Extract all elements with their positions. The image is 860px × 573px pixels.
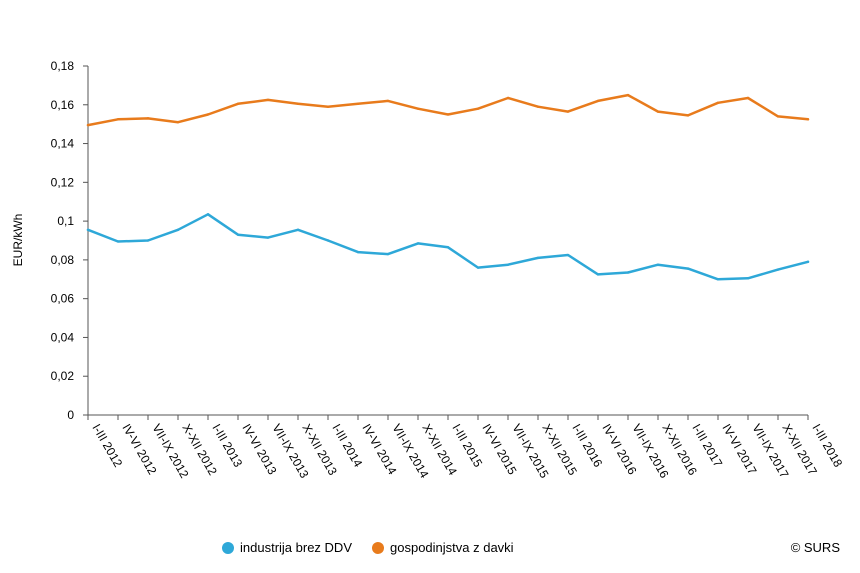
data-point-series-2: [146, 117, 150, 120]
data-point-series-1: [446, 246, 450, 249]
data-point-series-1: [686, 267, 690, 270]
legend-label-industrija: industrija brez DDV: [240, 540, 352, 555]
legend-swatch-gospodinjstva: [372, 541, 384, 554]
y-tick-label: 0,08: [51, 253, 75, 267]
data-point-series-1: [86, 228, 90, 232]
data-point-series-1: [266, 236, 270, 239]
data-point-series-2: [86, 123, 90, 127]
y-tick-label: 0,14: [51, 137, 75, 151]
data-point-series-2: [686, 114, 690, 117]
data-point-series-1: [566, 253, 570, 257]
legend-swatch-industrija: [222, 541, 234, 554]
legend: industrija brez DDV gospodinjstva z davk…: [222, 540, 534, 555]
data-point-series-1: [776, 268, 780, 271]
data-point-series-1: [536, 256, 540, 260]
data-point-series-1: [416, 242, 420, 245]
y-tick-label: 0,06: [51, 292, 75, 306]
y-tick-label: 0,04: [51, 330, 75, 344]
data-point-series-2: [326, 105, 330, 108]
data-point-series-1: [296, 228, 300, 232]
series-line-2: [86, 93, 810, 127]
data-point-series-1: [476, 266, 480, 269]
data-point-series-1: [746, 277, 750, 280]
series-layer: [86, 93, 810, 281]
y-tick-label: 0: [67, 408, 74, 422]
data-point-series-2: [596, 99, 600, 103]
data-point-series-1: [356, 250, 360, 254]
y-tick-label: 0,16: [51, 98, 75, 112]
data-point-series-1: [146, 239, 150, 242]
data-point-series-2: [716, 101, 720, 105]
data-point-series-2: [356, 102, 360, 106]
data-point-series-2: [296, 102, 300, 106]
copyright-label: © SURS: [790, 540, 840, 555]
data-point-series-1: [116, 240, 120, 243]
data-point-series-1: [206, 213, 210, 216]
y-tick-label: 0,18: [51, 59, 75, 73]
data-point-series-2: [116, 118, 120, 121]
data-point-series-2: [566, 110, 570, 113]
legend-item-industrija: industrija brez DDV: [222, 540, 352, 555]
data-point-series-2: [236, 102, 240, 106]
data-point-series-1: [716, 278, 720, 281]
data-point-series-2: [656, 110, 660, 113]
data-point-series-1: [626, 271, 630, 274]
data-point-series-2: [416, 107, 420, 110]
data-point-series-1: [596, 273, 600, 276]
data-point-series-2: [626, 93, 630, 97]
data-point-series-2: [776, 115, 780, 118]
y-tick-label: 0,12: [51, 175, 75, 189]
data-point-series-1: [656, 263, 660, 266]
legend-item-gospodinjstva: gospodinjstva z davki: [372, 540, 514, 555]
legend-label-gospodinjstva: gospodinjstva z davki: [390, 540, 514, 555]
data-point-series-2: [446, 113, 450, 116]
y-axis-title: EUR/kWh: [11, 214, 25, 267]
data-point-series-2: [176, 121, 180, 124]
y-tick-label: 0,1: [57, 214, 74, 228]
data-point-series-2: [266, 98, 270, 102]
data-point-series-1: [236, 233, 240, 236]
data-point-series-2: [206, 113, 210, 116]
data-point-series-1: [386, 252, 390, 256]
data-point-series-1: [326, 239, 330, 242]
y-tick-label: 0,02: [51, 369, 75, 383]
data-point-series-2: [536, 105, 540, 108]
data-point-series-2: [386, 99, 390, 103]
data-point-series-1: [176, 228, 180, 232]
data-point-series-2: [806, 118, 810, 121]
data-point-series-1: [806, 260, 810, 264]
data-point-series-2: [476, 107, 480, 110]
data-point-series-1: [506, 263, 510, 266]
data-point-series-2: [746, 96, 750, 100]
y-axis: 0 0,02 0,04 0,06 0,08 0,1 0,12 0,14 0,16 0,18: [51, 59, 89, 422]
data-point-series-2: [506, 96, 510, 100]
